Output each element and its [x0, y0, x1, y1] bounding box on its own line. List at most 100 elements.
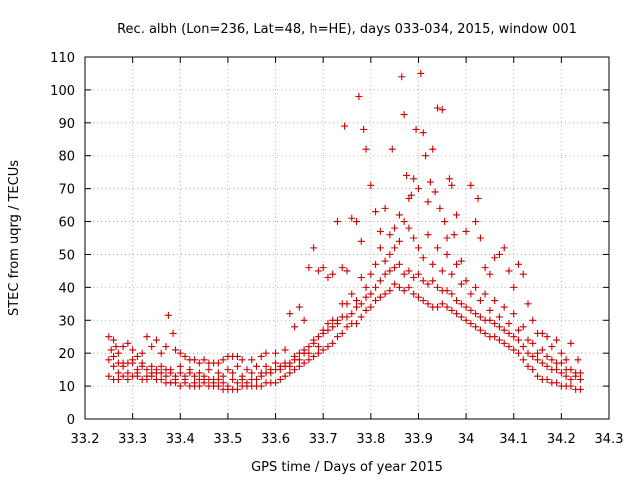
data-point-marker: [176, 369, 184, 377]
data-point-marker: [343, 313, 351, 321]
data-point-marker: [529, 339, 537, 347]
data-point-marker: [491, 297, 499, 305]
data-point-marker: [286, 362, 294, 370]
data-point-marker: [305, 349, 313, 357]
data-point-marker: [472, 323, 480, 331]
data-point-marker: [414, 293, 422, 301]
data-point-marker: [534, 356, 542, 364]
data-point-marker: [238, 356, 246, 364]
data-point-marker: [191, 356, 199, 364]
data-point-marker: [176, 349, 184, 357]
data-point-marker: [403, 171, 411, 179]
data-point-marker: [405, 267, 413, 275]
data-point-marker: [486, 306, 494, 314]
data-point-marker: [562, 356, 570, 364]
data-point-marker: [441, 218, 449, 226]
data-point-marker: [472, 310, 480, 318]
data-point-marker: [143, 333, 151, 341]
data-point-marker: [105, 356, 113, 364]
data-point-marker: [386, 287, 394, 295]
data-point-marker: [341, 122, 349, 130]
data-point-marker: [457, 300, 465, 308]
data-point-marker: [376, 244, 384, 252]
data-point-marker: [467, 320, 475, 328]
data-point-marker: [286, 369, 294, 377]
data-point-marker: [524, 336, 532, 344]
data-point-marker: [476, 326, 484, 334]
data-point-marker: [548, 343, 556, 351]
data-point-marker: [276, 376, 284, 384]
data-point-marker: [448, 290, 456, 298]
data-point-marker: [219, 356, 227, 364]
data-point-marker: [562, 366, 570, 374]
data-point-marker: [519, 270, 527, 278]
data-point-marker: [395, 283, 403, 291]
data-point-marker: [500, 339, 508, 347]
data-point-marker: [252, 362, 260, 370]
data-point-marker: [434, 303, 442, 311]
data-point-marker: [419, 297, 427, 305]
data-point-marker: [429, 145, 437, 153]
data-point-marker: [148, 343, 156, 351]
data-point-marker: [353, 218, 361, 226]
y-tick-label: 60: [58, 216, 75, 231]
x-tick-label: 34: [458, 432, 475, 447]
data-point-marker: [186, 366, 194, 374]
data-point-marker: [176, 362, 184, 370]
data-point-marker: [453, 310, 461, 318]
data-point-marker: [372, 297, 380, 305]
data-point-marker: [410, 290, 418, 298]
data-point-marker: [424, 300, 432, 308]
data-point-marker: [362, 293, 370, 301]
data-point-marker: [257, 382, 265, 390]
data-point-marker: [381, 257, 389, 265]
data-point-marker: [524, 300, 532, 308]
y-tick-label: 30: [58, 314, 75, 329]
data-point-marker: [329, 270, 337, 278]
data-point-marker: [176, 382, 184, 390]
data-point-marker: [105, 333, 113, 341]
data-point-marker: [505, 267, 513, 275]
data-point-marker: [391, 244, 399, 252]
data-point-marker: [367, 181, 375, 189]
data-point-marker: [191, 372, 199, 380]
data-point-marker: [124, 339, 132, 347]
data-point-marker: [124, 369, 132, 377]
data-point-marker: [398, 73, 406, 81]
data-point-marker: [448, 181, 456, 189]
data-point-marker: [453, 260, 461, 268]
data-point-marker: [319, 264, 327, 272]
data-point-marker: [514, 349, 522, 357]
data-point-marker: [164, 311, 172, 319]
data-point-marker: [388, 145, 396, 153]
data-point-marker: [443, 250, 451, 258]
data-point-marker: [333, 333, 341, 341]
data-point-marker: [333, 320, 341, 328]
data-point-marker: [362, 306, 370, 314]
data-point-marker: [281, 359, 289, 367]
data-point-marker: [329, 339, 337, 347]
data-point-marker: [572, 369, 580, 377]
data-point-marker: [124, 376, 132, 384]
data-point-marker: [557, 349, 565, 357]
y-tick-label: 10: [58, 380, 75, 395]
data-point-marker: [395, 211, 403, 219]
data-point-marker: [514, 336, 522, 344]
data-point-marker: [424, 198, 432, 206]
data-point-marker: [214, 382, 222, 390]
data-point-marker: [443, 234, 451, 242]
data-point-marker: [314, 267, 322, 275]
chart-title: Rec. albh (Lon=236, Lat=48, h=HE), days …: [117, 22, 577, 37]
data-point-marker: [114, 369, 122, 377]
y-tick-label: 110: [50, 51, 75, 66]
data-point-marker: [319, 346, 327, 354]
data-point-marker: [457, 257, 465, 265]
data-point-marker: [367, 303, 375, 311]
data-point-marker: [457, 280, 465, 288]
data-point-marker: [295, 362, 303, 370]
data-point-marker: [276, 366, 284, 374]
data-point-marker: [553, 366, 561, 374]
data-point-marker: [467, 306, 475, 314]
data-point-marker: [529, 366, 537, 374]
data-point-marker: [343, 300, 351, 308]
